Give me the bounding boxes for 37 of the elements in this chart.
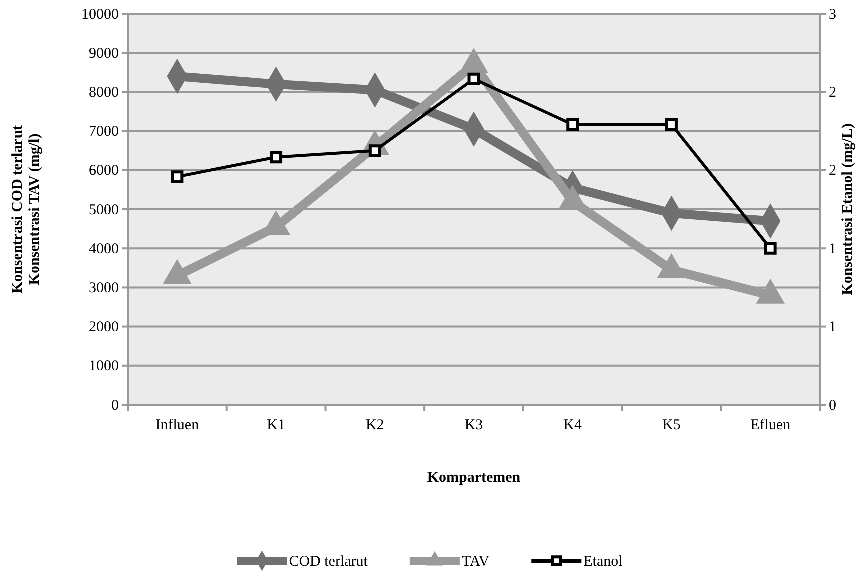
legend-label: Etanol bbox=[584, 554, 623, 570]
point bbox=[468, 72, 480, 86]
legend-label: TAV bbox=[462, 554, 490, 570]
x-axis-title: Kompartemen bbox=[427, 470, 522, 486]
y2-tick-label: 1 bbox=[829, 320, 836, 336]
y-tick-label: 6000 bbox=[89, 163, 119, 180]
point bbox=[566, 118, 580, 132]
x-tick-label: Efluen bbox=[750, 418, 792, 434]
legend-label: COD terlarut bbox=[289, 554, 369, 570]
x-tick-label: K3 bbox=[464, 418, 484, 434]
point bbox=[665, 118, 678, 132]
y-tick-label: 1000 bbox=[89, 358, 119, 375]
y-tick-label: 0 bbox=[112, 398, 119, 414]
point bbox=[171, 170, 184, 184]
y2-axis-title: Konsentrasi Etanol (mg/L) bbox=[840, 124, 856, 296]
y2-tick-label: 2 bbox=[829, 85, 836, 101]
y-axis-title: Konsentrasi COD terlarut Konsentrasi TAV (mg/l) bbox=[10, 125, 43, 294]
y-tick-label: 5000 bbox=[89, 202, 119, 218]
x-tick-label: K4 bbox=[564, 418, 583, 434]
y-tick-label: 8000 bbox=[89, 85, 119, 101]
y2-tick-label: 1 bbox=[829, 241, 836, 258]
x-tick-label: K1 bbox=[267, 418, 286, 434]
point bbox=[368, 144, 382, 158]
x-tick-label: K5 bbox=[662, 418, 681, 434]
x-tick-label: K2 bbox=[366, 418, 384, 434]
x-tick-label: Influen bbox=[156, 418, 200, 434]
y-tick-label: 7000 bbox=[89, 124, 119, 140]
y-tick-label: 9000 bbox=[89, 46, 119, 62]
y-tick-label: 3000 bbox=[89, 280, 119, 296]
y2-tick-label: 3 bbox=[829, 6, 836, 23]
y2-tick-label: 2 bbox=[829, 163, 836, 180]
y-tick-label: 4000 bbox=[89, 241, 119, 258]
point bbox=[764, 242, 777, 255]
y-tick-label: 10000 bbox=[82, 6, 119, 23]
point bbox=[270, 151, 283, 164]
y-tick-label: 2000 bbox=[89, 320, 119, 336]
y2-tick-label: 0 bbox=[829, 398, 836, 414]
